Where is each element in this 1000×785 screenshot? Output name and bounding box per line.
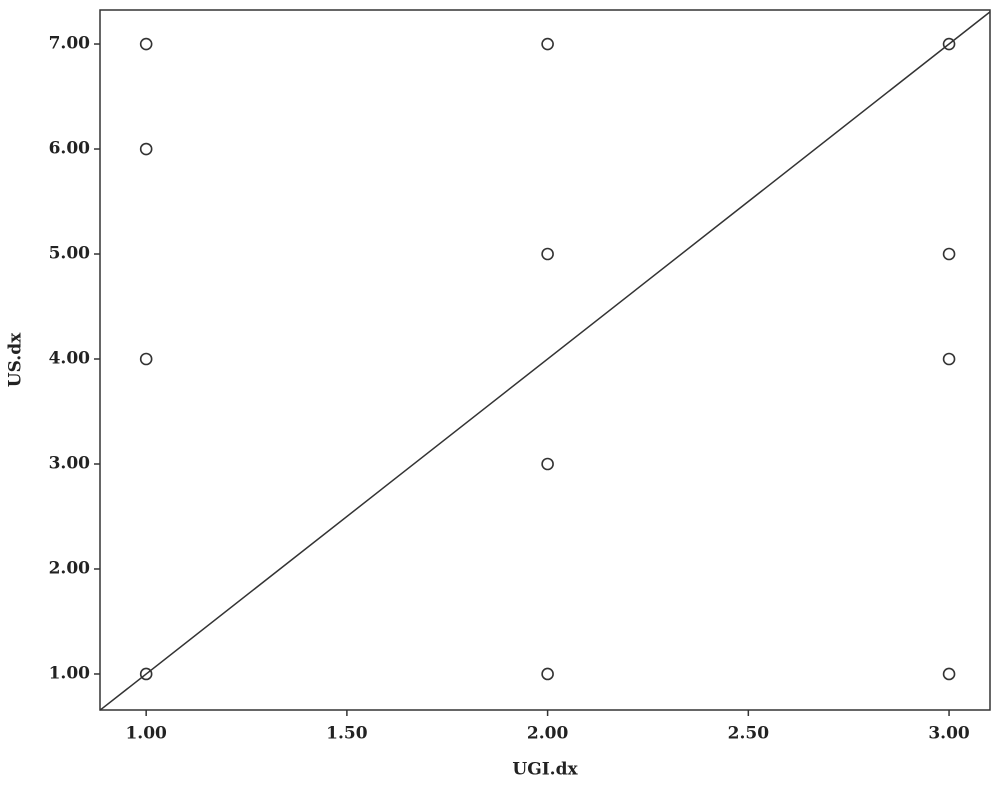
x-tick-label: 2.50: [728, 724, 770, 744]
point: [139, 352, 153, 366]
y-tick-label: 4.00: [49, 349, 91, 369]
y-tick-label: 5.00: [49, 244, 91, 264]
y-tick-label: 6.00: [49, 139, 91, 159]
y-tick-label: 2.00: [49, 558, 91, 578]
point: [942, 247, 956, 261]
x-tick-label: 1.50: [326, 724, 368, 744]
point: [139, 667, 153, 681]
point: [139, 142, 153, 156]
point: [942, 37, 956, 51]
y-tick-label: 3.00: [49, 453, 91, 473]
point: [541, 37, 554, 51]
x-tick-label: 2.00: [527, 724, 569, 744]
point: [139, 37, 153, 51]
point: [942, 667, 956, 681]
y-tick-label: 7.00: [49, 34, 91, 54]
x-axis-label: UGI.dx: [512, 760, 578, 780]
point: [942, 352, 956, 366]
reference-line: [99, 11, 991, 711]
x-tick-label: 1.00: [125, 724, 167, 744]
plot-frame: [99, 9, 991, 711]
x-tick-label: 3.00: [928, 724, 970, 744]
point: [541, 667, 554, 681]
y-tick-label: 1.00: [49, 663, 91, 683]
y-axis-label: US.dx: [6, 332, 26, 387]
point: [541, 247, 554, 261]
point: [541, 457, 554, 471]
